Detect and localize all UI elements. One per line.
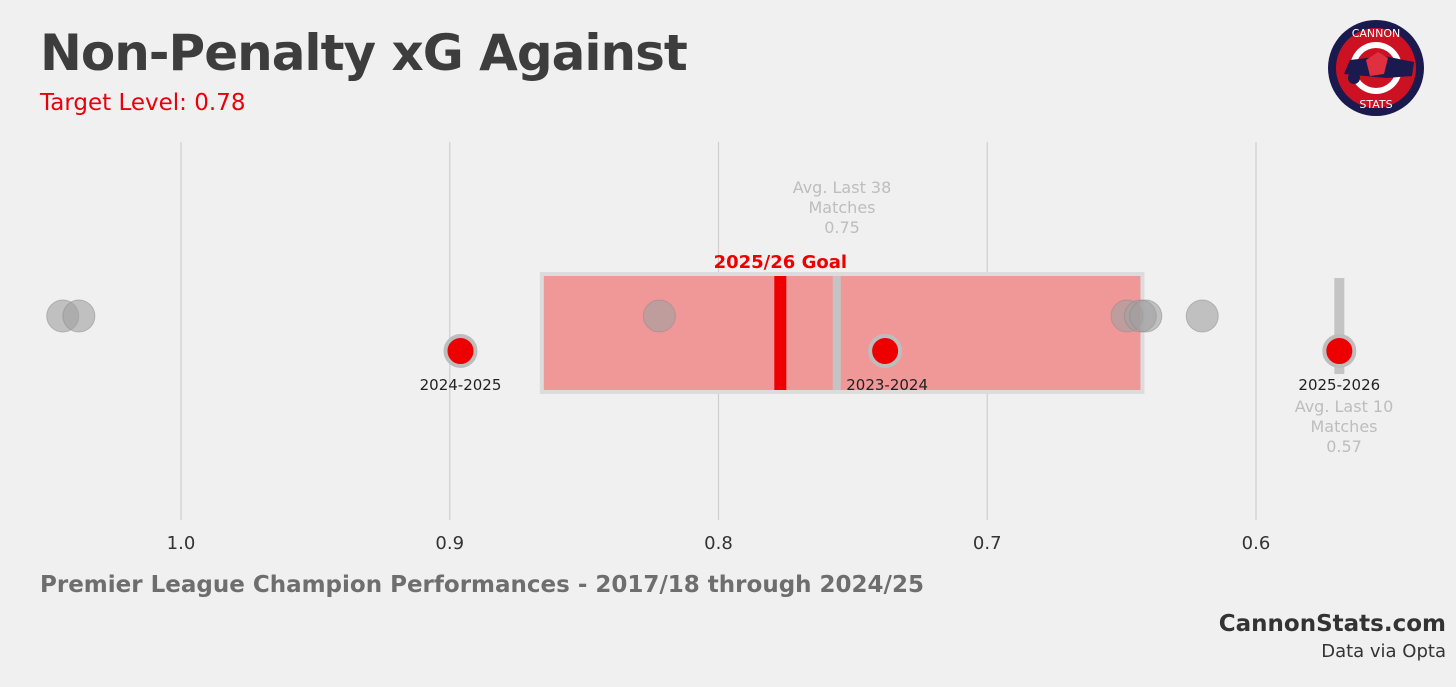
target-band-group bbox=[539, 272, 1145, 394]
background-season-point bbox=[1129, 299, 1163, 333]
tick-label: 0.8 bbox=[704, 533, 733, 554]
avg-last-10-label: Avg. Last 10 bbox=[1295, 397, 1394, 416]
highlighted-season-label: 2023-2024 bbox=[846, 376, 928, 394]
avg-last-38-label: 0.75 bbox=[824, 218, 860, 237]
background-season-point bbox=[62, 299, 96, 333]
logo-top-text: CANNON bbox=[1352, 27, 1401, 40]
highlight-points: 2024-2025 2023-2024 2025-2026 bbox=[420, 334, 1380, 394]
data-source: Data via Opta bbox=[1321, 641, 1446, 662]
goal-label: 2025/26 Goal bbox=[714, 252, 847, 273]
avg-last-10-bar bbox=[1334, 278, 1345, 374]
background-season-point bbox=[642, 299, 676, 333]
tick-label: 0.7 bbox=[973, 533, 1002, 554]
chart-title: Non-Penalty xG Against bbox=[40, 24, 688, 82]
brand-name: CannonStats.com bbox=[1218, 611, 1446, 637]
tick-label: 0.9 bbox=[435, 533, 464, 554]
background-season-point bbox=[1185, 299, 1219, 333]
avg-last-38-label: Matches bbox=[809, 198, 876, 217]
avg-last-38-bar bbox=[832, 276, 841, 390]
background-points bbox=[46, 299, 1219, 333]
highlighted-season-point bbox=[868, 334, 903, 368]
tick-labels: 1.0 0.9 0.8 0.7 0.6 bbox=[167, 533, 1271, 554]
goal-bar bbox=[774, 276, 787, 390]
target-band bbox=[543, 276, 1141, 390]
avg-last-10-label: 0.57 bbox=[1326, 437, 1362, 456]
highlighted-season-point bbox=[1322, 334, 1357, 368]
avg-last-38-label: Avg. Last 38 bbox=[793, 178, 892, 197]
tick-label: 0.6 bbox=[1242, 533, 1271, 554]
footer-caption: Premier League Champion Performances - 2… bbox=[40, 572, 924, 598]
avg-last-10-label: Matches bbox=[1311, 417, 1378, 436]
logo-bottom-text: STATS bbox=[1359, 98, 1392, 111]
cannon-stats-logo: CANNON STATS bbox=[1328, 20, 1424, 116]
highlighted-season-label: 2024-2025 bbox=[420, 376, 502, 394]
highlighted-season-label: 2025-2026 bbox=[1298, 376, 1380, 394]
tick-label: 1.0 bbox=[167, 533, 196, 554]
chart-subtitle: Target Level: 0.78 bbox=[40, 90, 246, 116]
highlighted-season-point bbox=[443, 334, 478, 368]
